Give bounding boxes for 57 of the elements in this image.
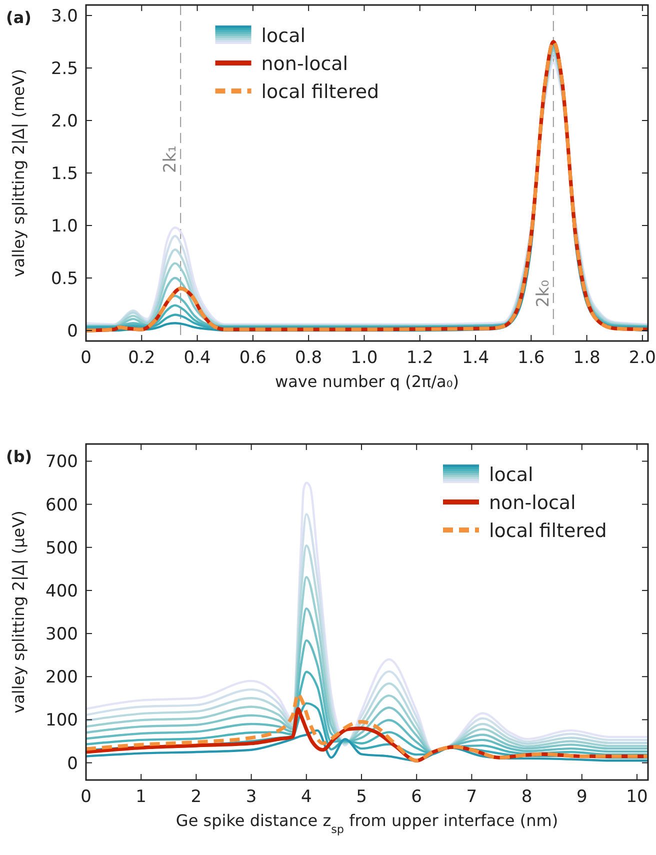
x-tick-label: 9 bbox=[576, 787, 588, 807]
y-tick-label: 300 bbox=[46, 624, 78, 645]
y-tick-label: 0 bbox=[67, 754, 78, 774]
x-tick-label: 2.0 bbox=[628, 348, 656, 368]
y-tick-label: 3.0 bbox=[50, 6, 78, 26]
x-tick-label: 2 bbox=[190, 787, 202, 807]
x-tick-label: 1.8 bbox=[573, 348, 600, 368]
x-tick-label: 1.4 bbox=[462, 348, 490, 368]
legend-label: local filtered bbox=[261, 81, 380, 103]
y-tick-label: 0 bbox=[67, 322, 78, 342]
line-series bbox=[86, 729, 648, 762]
x-tick-label: 8 bbox=[521, 787, 532, 807]
annotation: 2k₀ bbox=[533, 280, 554, 308]
legend-label: local bbox=[489, 464, 534, 486]
y-tick-label: 0.5 bbox=[50, 269, 78, 289]
legend-label: non-local bbox=[261, 53, 348, 75]
y-axis-title: valley splitting 2|Δ| (meV) bbox=[9, 68, 28, 278]
x-axis-title: Ge spike distance z$_{sp}$ from upper interface (nm) bbox=[176, 811, 558, 836]
x-tick-label: 0.6 bbox=[239, 348, 266, 368]
x-tick-label: 5 bbox=[356, 787, 367, 807]
line-series bbox=[86, 670, 648, 756]
y-tick-label: 500 bbox=[46, 538, 78, 558]
y-tick-label: 2.5 bbox=[50, 59, 78, 79]
line-series bbox=[86, 607, 648, 754]
legend-label: local filtered bbox=[489, 520, 607, 542]
x-tick-label: 10 bbox=[626, 787, 648, 807]
y-tick-label: 600 bbox=[46, 495, 78, 516]
x-axis-title: wave number q (2π/a₀) bbox=[275, 372, 459, 391]
legend-label: local bbox=[261, 25, 306, 47]
y-tick-label: 200 bbox=[46, 668, 78, 688]
x-tick-label: 4 bbox=[300, 787, 312, 807]
chart-title: (b) bbox=[6, 447, 32, 466]
x-tick-label: 0.2 bbox=[128, 348, 156, 368]
y-tick-label: 100 bbox=[46, 710, 78, 731]
x-tick-label: 0 bbox=[80, 348, 92, 368]
x-tick-label: 0.4 bbox=[184, 348, 211, 368]
x-tick-label: 1 bbox=[136, 787, 147, 807]
x-tick-label: 0.8 bbox=[295, 348, 322, 368]
y-tick-label: 400 bbox=[46, 581, 78, 602]
line-series bbox=[86, 576, 648, 754]
chart-title: (a) bbox=[6, 8, 32, 27]
y-axis-title: valley splitting 2|Δ| (μeV) bbox=[9, 510, 28, 714]
legend-label: non-local bbox=[489, 492, 576, 514]
x-tick-label: 3 bbox=[246, 787, 257, 807]
x-tick-label: 1.6 bbox=[518, 348, 545, 368]
line-series bbox=[86, 692, 648, 762]
line-series bbox=[86, 639, 648, 754]
x-tick-label: 0 bbox=[80, 787, 92, 807]
x-tick-label: 6 bbox=[411, 787, 422, 807]
y-tick-label: 700 bbox=[46, 452, 78, 472]
annotation: 2k₁ bbox=[160, 146, 181, 173]
y-tick-label: 1.5 bbox=[50, 164, 78, 184]
x-tick-label: 1.2 bbox=[406, 348, 434, 368]
y-tick-label: 1.0 bbox=[50, 216, 78, 236]
y-tick-label: 2.0 bbox=[50, 112, 78, 132]
x-tick-label: 7 bbox=[466, 787, 478, 807]
x-tick-label: 1.0 bbox=[350, 348, 378, 368]
